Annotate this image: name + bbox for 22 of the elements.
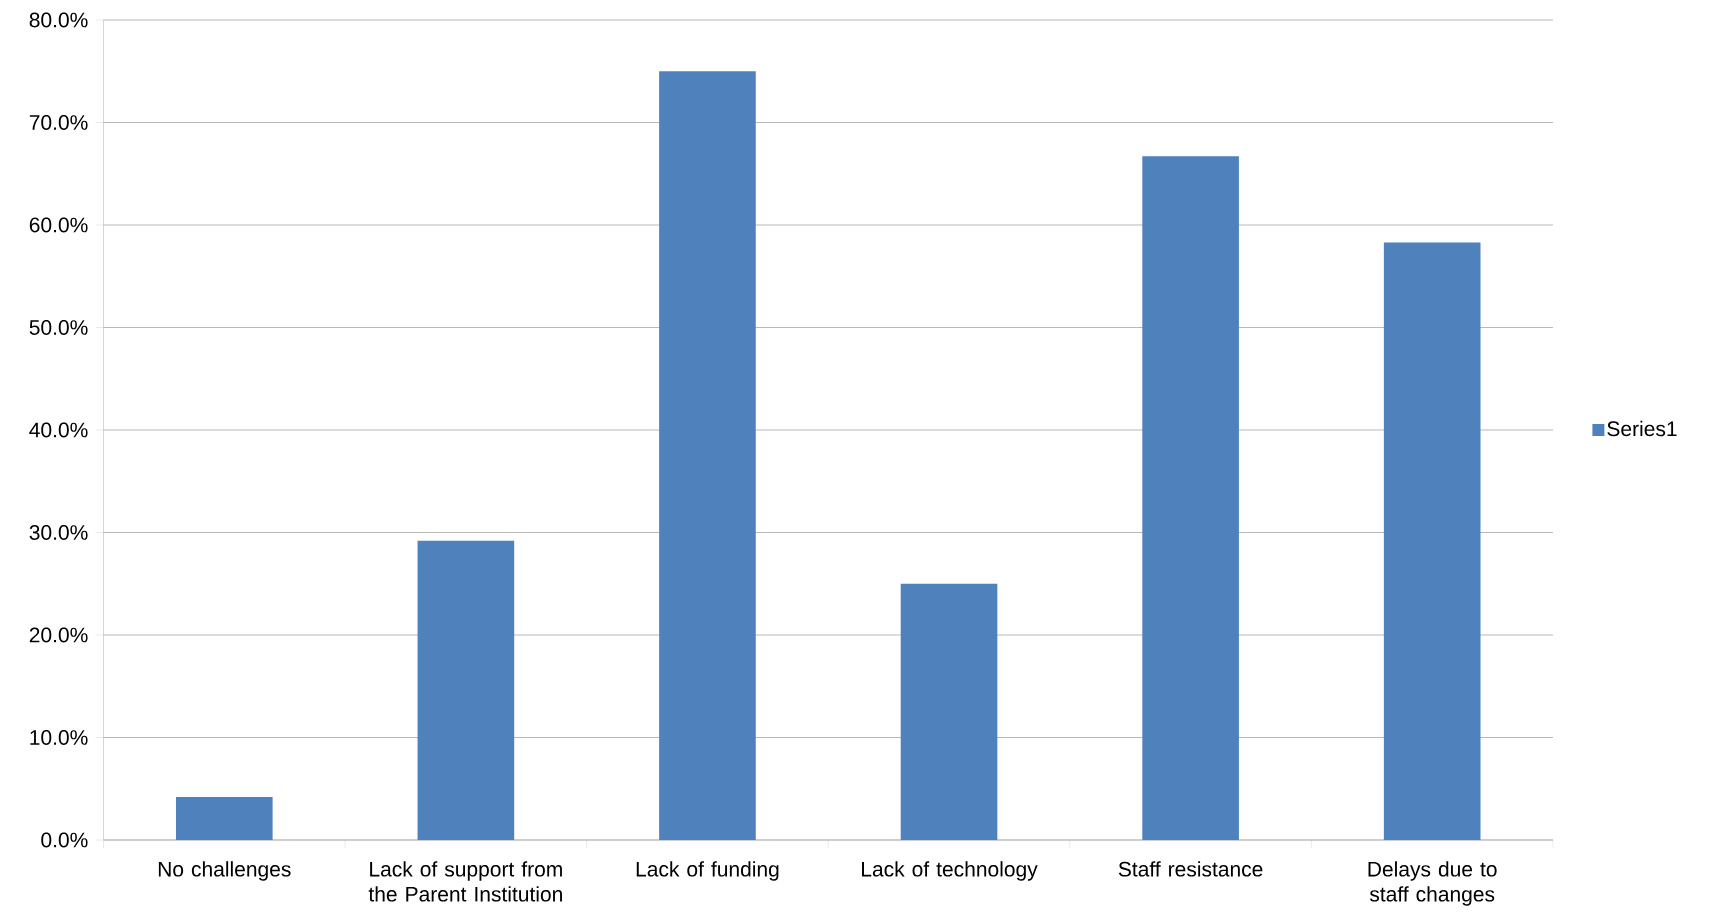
x-tick-label: Lack of funding: [636, 861, 779, 881]
x-tick-label: Lack of support from the Parent Institution: [368, 861, 562, 902]
y-tick-label: 10.0%: [30, 730, 88, 745]
bar: [175, 796, 273, 840]
bar: [900, 583, 998, 840]
y-tick-label: 0.0%: [41, 832, 88, 848]
bar: [659, 71, 756, 840]
bar: [1142, 156, 1239, 840]
x-tick-label: Staff resistance: [1118, 861, 1263, 877]
y-tick-label: 60.0%: [29, 217, 88, 233]
x-tick-label: Delays due to staff changes: [1368, 861, 1497, 906]
y-tick-label: 40.0%: [29, 422, 88, 438]
x-tick-label: Lack of technology: [862, 861, 1038, 881]
y-tick-label: 30.0%: [29, 525, 88, 540]
y-tick-label: 80.0%: [29, 12, 88, 28]
bar: [1383, 242, 1481, 840]
bar: [417, 540, 515, 840]
y-tick-label: 20.0%: [29, 627, 88, 643]
y-tick-label: 50.0%: [29, 320, 88, 335]
x-tick-label: No challenges: [158, 861, 291, 881]
y-tick-label: 70.0%: [29, 115, 88, 130]
legend-label: Series1: [1607, 420, 1677, 437]
